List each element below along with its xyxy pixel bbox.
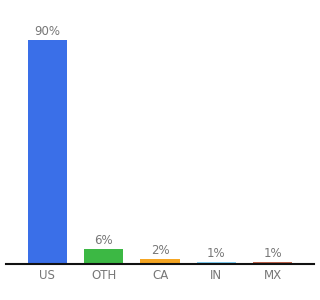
- Bar: [140, 259, 180, 264]
- Text: 2%: 2%: [151, 244, 169, 257]
- Bar: [28, 40, 67, 264]
- Bar: [84, 249, 124, 264]
- Text: 90%: 90%: [34, 25, 60, 38]
- Text: 1%: 1%: [263, 247, 282, 260]
- Text: 1%: 1%: [207, 247, 226, 260]
- Bar: [253, 262, 292, 264]
- Text: 6%: 6%: [94, 234, 113, 247]
- Bar: [196, 262, 236, 264]
